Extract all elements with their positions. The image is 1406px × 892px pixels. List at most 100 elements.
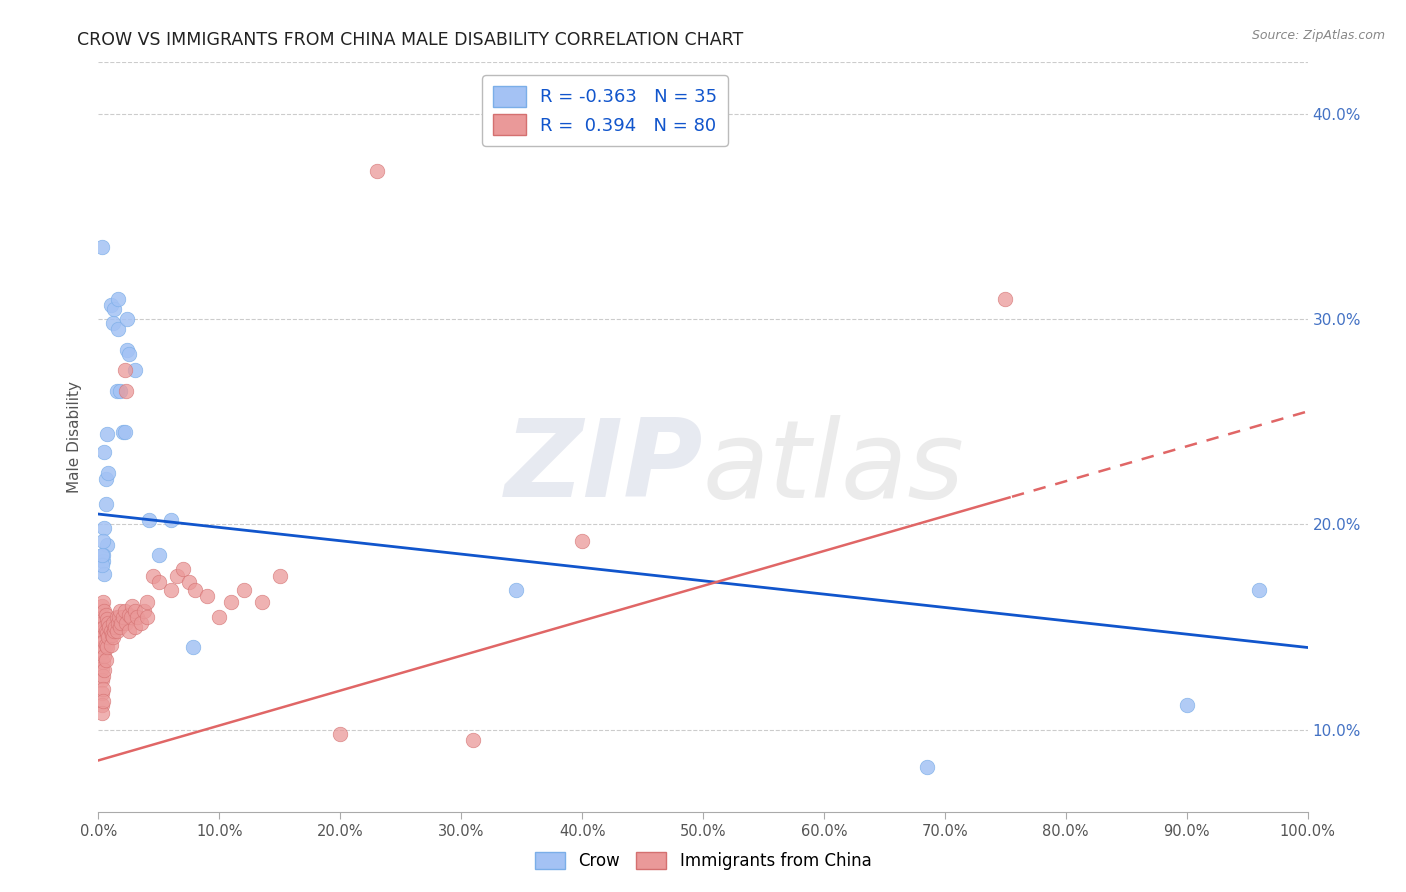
Point (160, 513, 183, 527)
Text: CROW VS IMMIGRANTS FROM CHINA MALE DISABILITY CORRELATION CHART: CROW VS IMMIGRANTS FROM CHINA MALE DISAB… (77, 31, 744, 49)
Point (135, 595, 157, 609)
Point (97, 615, 120, 630)
Point (94, 639, 117, 653)
Point (135, 609, 157, 624)
Point (118, 607, 141, 622)
Point (96, 427, 118, 442)
Point (104, 620, 127, 634)
Legend: R = -0.363   N = 35, R =  0.394   N = 80: R = -0.363 N = 35, R = 0.394 N = 80 (482, 75, 728, 145)
Point (108, 384, 131, 398)
Point (93, 445, 115, 459)
Point (96, 640, 118, 655)
Point (1175, 698, 1198, 712)
Point (148, 574, 170, 589)
Point (111, 425, 134, 439)
Point (91, 644, 114, 658)
Point (93, 566, 115, 581)
Point (93, 521, 115, 535)
Point (134, 603, 156, 617)
Point (105, 384, 128, 398)
Point (329, 727, 352, 741)
Point (93, 663, 115, 677)
Point (114, 363, 136, 377)
Point (91, 694, 114, 708)
Point (105, 624, 128, 638)
Point (181, 640, 204, 655)
Point (120, 609, 142, 624)
Point (91, 669, 114, 683)
Point (142, 568, 165, 582)
Point (91, 640, 114, 655)
Point (107, 322, 129, 336)
Point (91, 615, 114, 630)
Point (91, 554, 114, 568)
Point (366, 164, 388, 178)
Point (103, 301, 125, 316)
Point (91, 548, 114, 562)
Point (101, 615, 124, 630)
Point (115, 384, 138, 398)
Point (117, 312, 139, 326)
Point (915, 759, 938, 773)
Point (91, 548, 114, 562)
Point (91, 595, 114, 609)
Point (91, 609, 114, 624)
Point (110, 615, 132, 630)
Point (114, 425, 136, 439)
Point (93, 634, 115, 648)
Point (124, 363, 146, 377)
Point (91, 533, 114, 548)
Point (129, 615, 152, 630)
Point (124, 620, 146, 634)
Text: atlas: atlas (703, 415, 965, 519)
Legend: Crow, Immigrants from China: Crow, Immigrants from China (530, 847, 876, 875)
Point (97, 630, 120, 644)
Point (195, 589, 218, 603)
Point (91, 673, 114, 688)
Point (93, 603, 115, 617)
Text: Source: ZipAtlas.com: Source: ZipAtlas.com (1251, 29, 1385, 42)
Point (138, 513, 160, 527)
Point (101, 630, 124, 644)
Point (100, 298, 122, 312)
Point (107, 615, 129, 630)
Point (1249, 582, 1271, 597)
Point (111, 609, 134, 624)
Point (148, 548, 170, 562)
Point (100, 628, 122, 642)
Point (96, 538, 118, 552)
Point (463, 732, 485, 747)
Point (221, 595, 243, 609)
Point (93, 648, 115, 663)
Point (105, 609, 128, 624)
Point (91, 686, 114, 700)
Point (91, 630, 114, 644)
Point (91, 698, 114, 712)
Point (117, 343, 139, 357)
Point (101, 316, 124, 330)
Text: ZIP: ZIP (505, 414, 703, 520)
Point (118, 624, 141, 638)
Point (108, 620, 131, 634)
Point (100, 624, 122, 638)
Point (124, 603, 146, 617)
Point (208, 609, 231, 624)
Point (269, 568, 291, 582)
Point (91, 706, 114, 721)
Point (118, 347, 141, 361)
Point (91, 599, 114, 614)
Point (166, 568, 188, 582)
Point (115, 615, 138, 630)
Point (96, 626, 118, 640)
Point (100, 639, 122, 653)
Point (505, 582, 527, 597)
Point (994, 292, 1017, 306)
Point (127, 609, 149, 624)
Point (121, 599, 143, 614)
Point (179, 574, 201, 589)
Point (91, 655, 114, 669)
Point (232, 582, 254, 597)
Point (94, 472, 117, 486)
Point (184, 582, 207, 597)
Point (94, 497, 117, 511)
